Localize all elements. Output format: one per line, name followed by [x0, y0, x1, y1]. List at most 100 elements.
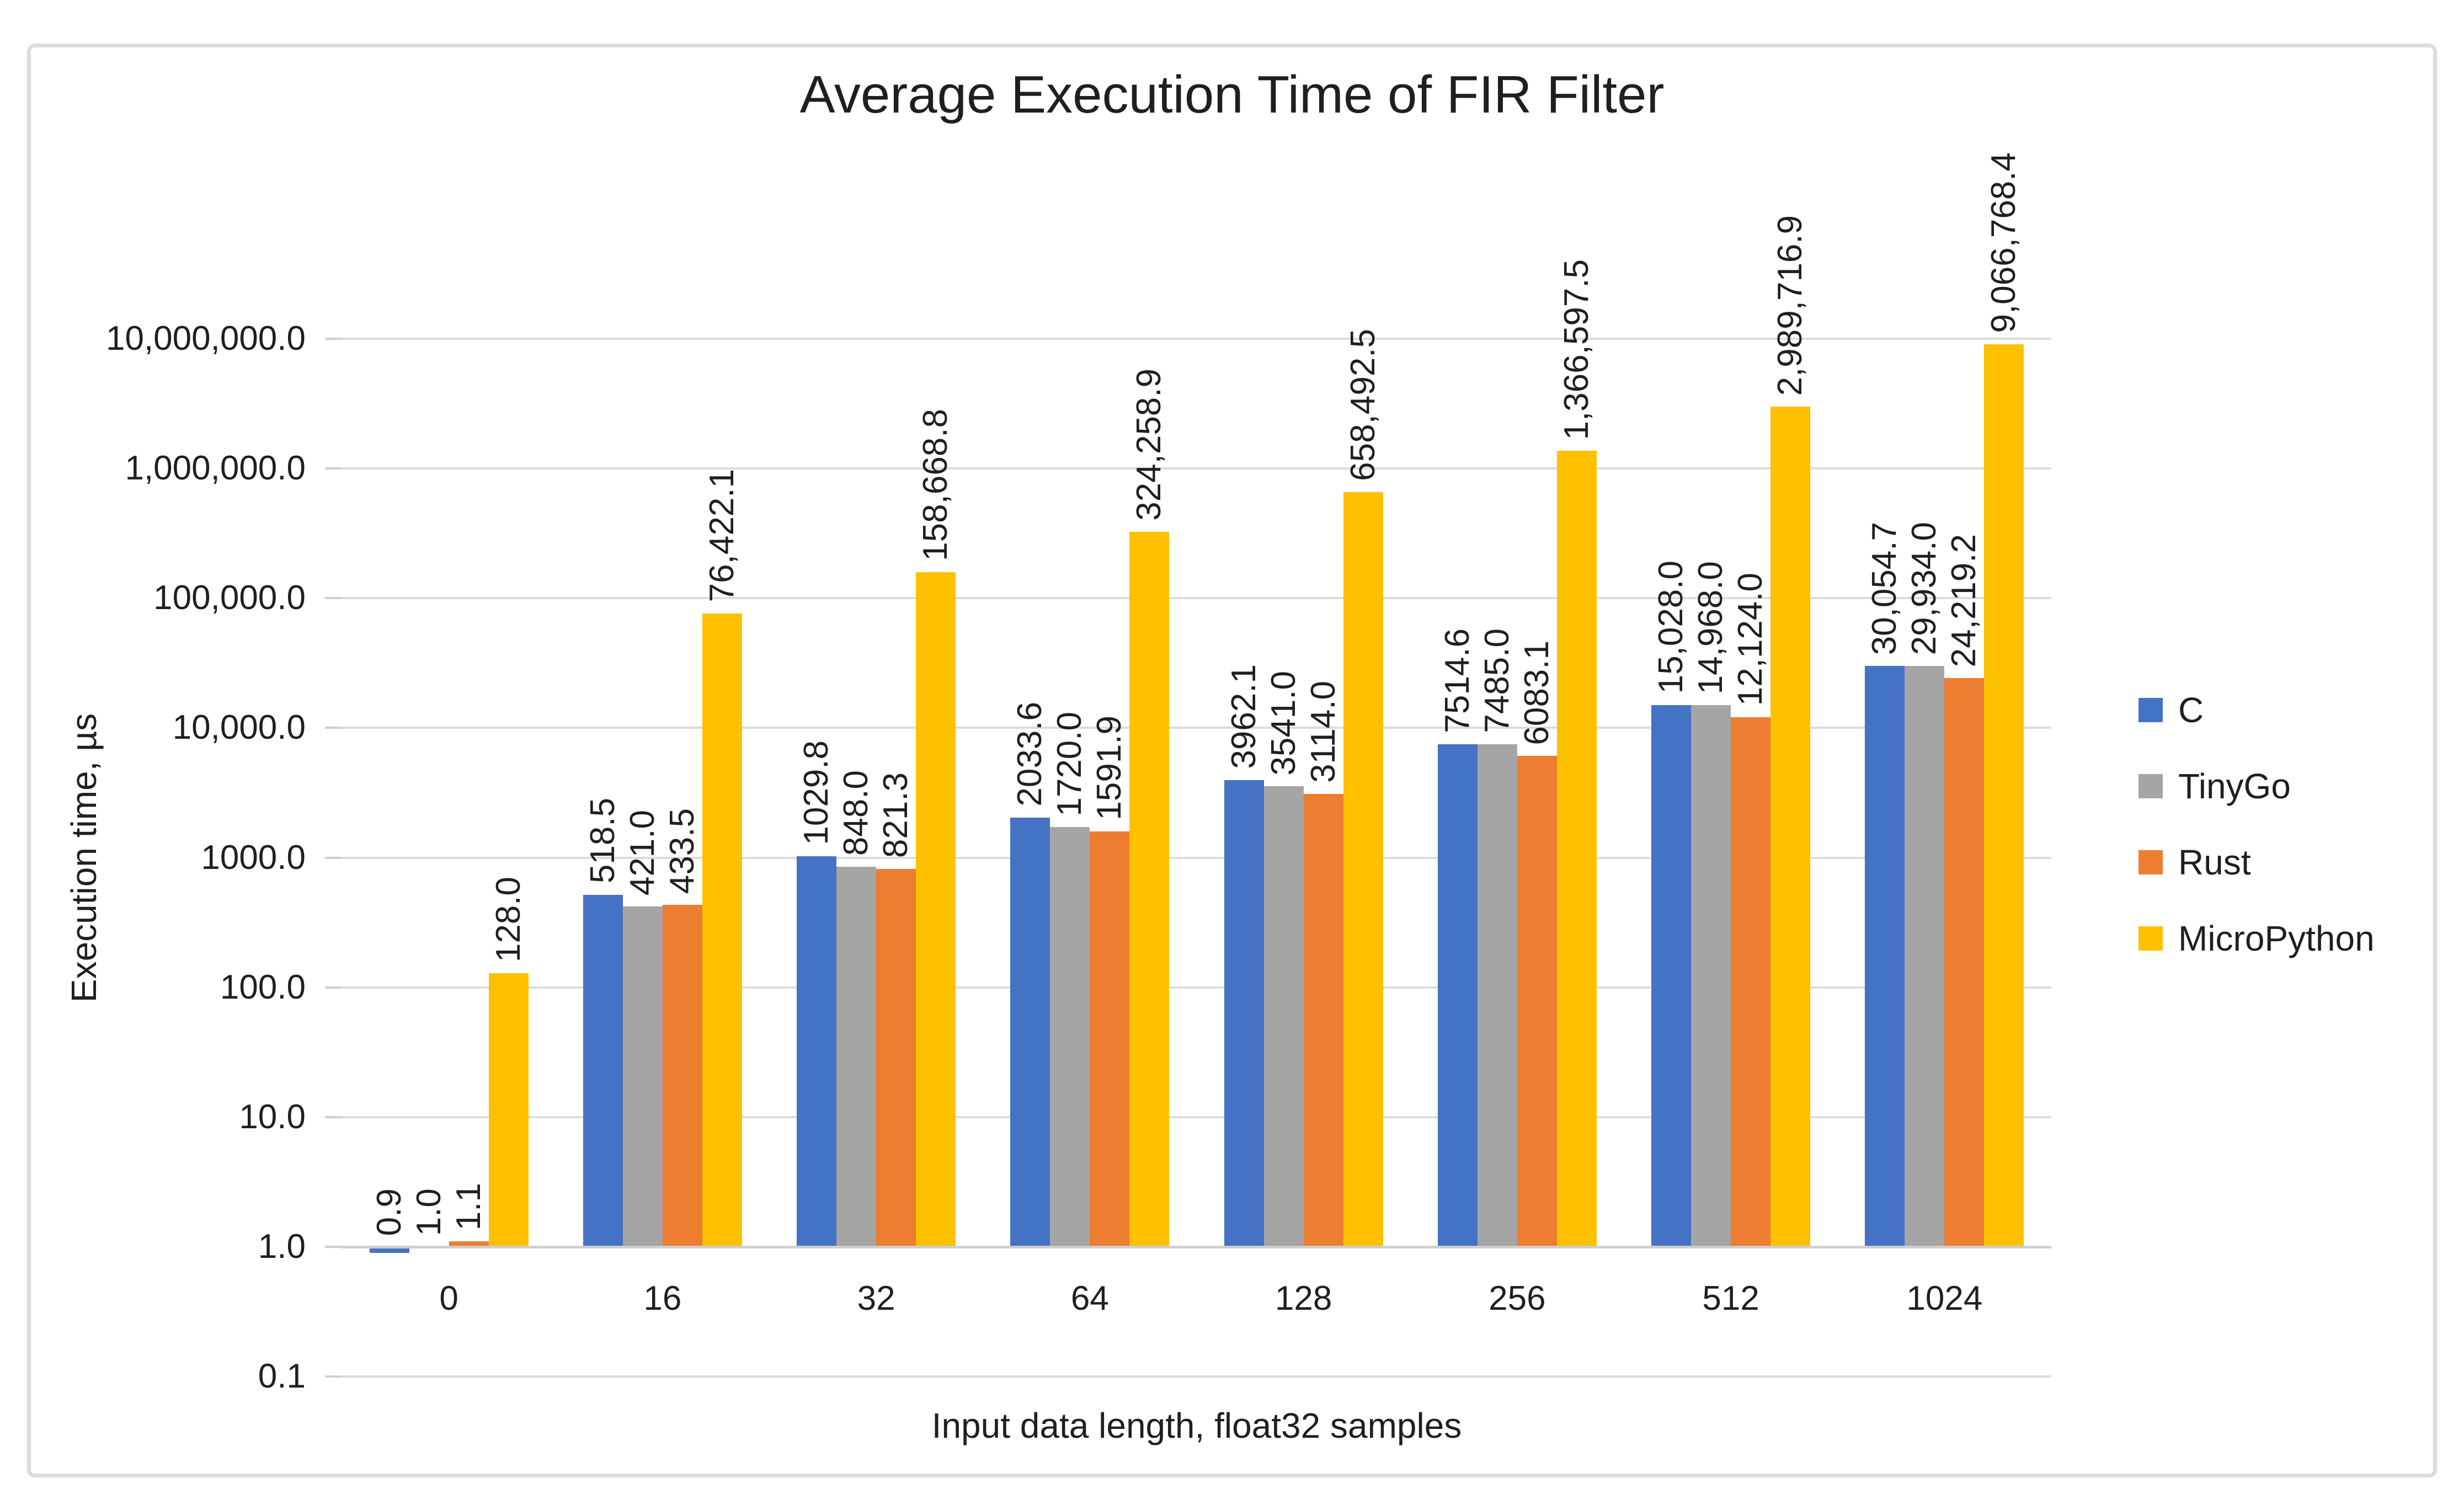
gridline	[342, 986, 2051, 989]
bar-value-label: 421.0	[623, 809, 662, 895]
y-axis-tick-mark	[325, 1245, 342, 1248]
y-axis-tick-mark	[325, 986, 342, 989]
bar-c-256	[1437, 744, 1478, 1247]
bar-micropython-512	[1770, 407, 1811, 1247]
legend-swatch-icon	[2138, 926, 2163, 951]
legend-item-c: C	[2138, 690, 2375, 730]
bar-value-label: 3962.1	[1224, 664, 1263, 769]
y-axis-tick-mark	[325, 338, 342, 340]
bar-value-label: 3541.0	[1264, 670, 1303, 776]
legend-label: Rust	[2178, 842, 2251, 882]
y-axis-title: Execution time, µs	[64, 713, 104, 1003]
y-axis-tick-label: 1,000,000.0	[125, 449, 306, 488]
bar-value-label: 433.5	[663, 808, 701, 894]
bar-value-label: 658,492.5	[1343, 328, 1382, 481]
category-axis-line	[342, 1245, 2051, 1249]
bar-c-0	[369, 1246, 409, 1253]
bar-micropython-64	[1129, 532, 1170, 1247]
y-axis-tick-label: 10,000.0	[172, 708, 306, 747]
bar-value-label: 2,989,716.9	[1771, 215, 1810, 396]
gridline	[342, 1375, 2051, 1378]
bar-rust-256	[1517, 756, 1557, 1247]
bar-tinygo-32	[836, 867, 877, 1247]
legend-swatch-icon	[2138, 850, 2163, 874]
chart-title: Average Execution Time of FIR Filter	[799, 65, 1665, 124]
bar-rust-1024	[1944, 678, 1985, 1247]
gridline	[342, 338, 2051, 340]
bar-value-label: 1591.9	[1090, 716, 1129, 821]
legend-item-micropython: MicroPython	[2138, 919, 2375, 958]
bar-value-label: 1.0	[409, 1188, 448, 1236]
bar-c-64	[1010, 818, 1050, 1247]
x-category-label: 0	[439, 1279, 458, 1317]
bar-tinygo-64	[1050, 827, 1090, 1247]
bar-c-128	[1224, 780, 1264, 1247]
legend-swatch-icon	[2138, 774, 2163, 798]
bar-value-label: 6083.1	[1517, 640, 1556, 745]
bar-value-label: 7485.0	[1478, 628, 1516, 734]
bar-micropython-0	[488, 973, 529, 1247]
bar-value-label: 324,258.9	[1130, 369, 1169, 521]
x-category-label: 128	[1274, 1279, 1332, 1317]
legend-label: TinyGo	[2178, 766, 2291, 806]
y-axis-tick-label: 10.0	[239, 1097, 306, 1136]
bar-value-label: 9,066,768.4	[1985, 152, 2023, 334]
legend: C TinyGo Rust MicroPython	[2138, 690, 2375, 958]
legend-label: MicroPython	[2178, 919, 2375, 958]
gridline	[342, 1116, 2051, 1118]
bar-value-label: 1720.0	[1050, 711, 1089, 817]
bar-rust-512	[1731, 717, 1771, 1247]
gridline	[342, 597, 2051, 600]
x-category-label: 512	[1702, 1279, 1759, 1317]
bar-c-16	[583, 894, 623, 1247]
x-category-label: 64	[1070, 1279, 1109, 1317]
x-axis-title: Input data length, float32 samples	[931, 1406, 1462, 1445]
x-category-label: 256	[1489, 1279, 1546, 1317]
bar-c-32	[797, 856, 837, 1247]
bar-micropython-128	[1343, 492, 1383, 1247]
x-category-label: 32	[857, 1279, 895, 1317]
y-axis-tick-mark	[325, 727, 342, 729]
legend-swatch-icon	[2138, 698, 2163, 722]
bar-rust-32	[876, 868, 916, 1247]
bar-tinygo-128	[1263, 786, 1304, 1247]
bar-value-label: 2033.6	[1011, 702, 1049, 807]
gridline	[342, 727, 2051, 729]
y-axis-tick-label: 0.1	[258, 1357, 306, 1396]
y-axis-tick-mark	[325, 597, 342, 600]
bar-value-label: 29,934.0	[1905, 522, 1944, 655]
bar-value-label: 7514.6	[1438, 628, 1476, 733]
y-axis-tick-label: 10,000,000.0	[105, 319, 306, 358]
gridline	[342, 467, 2051, 470]
bar-value-label: 14,968.0	[1692, 561, 1730, 695]
x-category-label: 1024	[1906, 1279, 1983, 1317]
bar-value-label: 158,668.8	[916, 409, 955, 562]
bar-micropython-1024	[1984, 344, 2024, 1247]
legend-label: C	[2178, 690, 2204, 730]
bar-tinygo-16	[622, 906, 663, 1247]
bar-rust-16	[662, 904, 702, 1247]
bar-value-label: 821.3	[877, 772, 915, 858]
bar-value-label: 1.1	[449, 1183, 488, 1231]
y-axis-tick-mark	[325, 856, 342, 859]
bar-tinygo-256	[1477, 744, 1517, 1247]
bar-value-label: 518.5	[583, 798, 622, 884]
bar-tinygo-1024	[1905, 666, 1945, 1247]
bar-value-label: 848.0	[837, 770, 876, 856]
legend-item-rust: Rust	[2138, 842, 2375, 882]
bar-value-label: 1029.8	[797, 740, 836, 845]
bar-value-label: 1,366,597.5	[1557, 259, 1596, 440]
bar-micropython-32	[916, 572, 956, 1247]
x-category-label: 16	[643, 1279, 682, 1317]
bar-value-label: 30,054.7	[1865, 521, 1904, 655]
bar-value-label: 12,124.0	[1731, 573, 1770, 706]
bar-rust-128	[1303, 793, 1343, 1247]
y-axis-tick-mark	[325, 1375, 342, 1378]
bar-value-label: 76,422.1	[702, 469, 741, 602]
bar-micropython-16	[702, 613, 742, 1247]
bar-micropython-256	[1556, 451, 1597, 1247]
bar-c-1024	[1865, 666, 1905, 1247]
y-axis-tick-label: 1000.0	[201, 838, 306, 877]
bar-value-label: 128.0	[489, 877, 527, 963]
